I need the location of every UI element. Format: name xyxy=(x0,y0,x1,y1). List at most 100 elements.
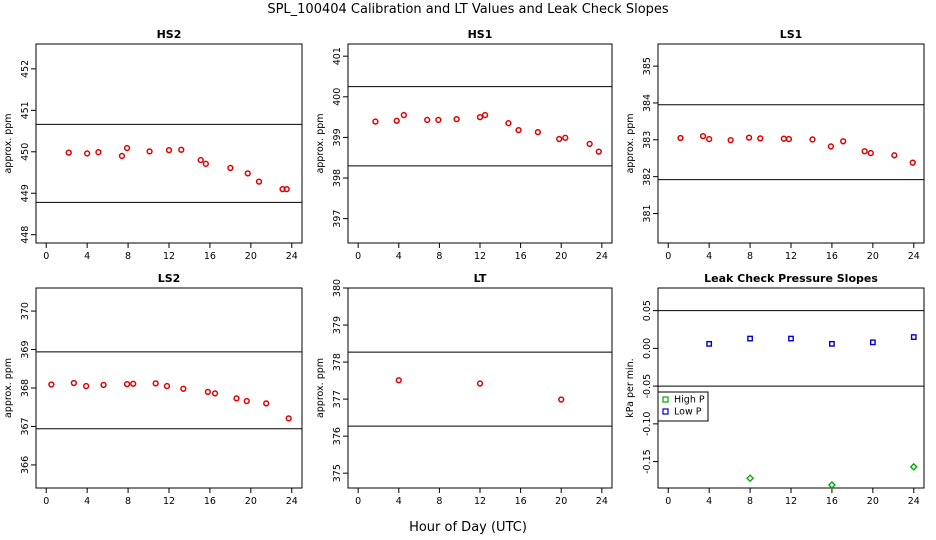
x-tick-label: 8 xyxy=(747,251,753,262)
y-tick-label: 397 xyxy=(332,210,343,228)
data-point xyxy=(372,118,379,125)
y-tick-label: 382 xyxy=(642,168,653,186)
data-point xyxy=(48,381,55,388)
y-tick-label: -0.05 xyxy=(642,374,653,399)
y-tick-label: 370 xyxy=(20,302,31,320)
data-point-low-p xyxy=(829,340,835,347)
x-tick-label: 12 xyxy=(785,251,797,262)
data-point xyxy=(84,150,91,157)
data-point xyxy=(146,148,153,155)
panel-title: HS2 xyxy=(157,28,182,41)
y-tick-label: 398 xyxy=(332,169,343,187)
y-tick-label: 376 xyxy=(332,427,343,445)
panel-title: LS2 xyxy=(158,272,181,285)
chart-panel-6: Leak Check Pressure Slopes 0 4 8 12 16 20 24 -0.… xyxy=(625,272,925,507)
data-point-high-p xyxy=(746,474,755,483)
y-tick-label: 384 xyxy=(642,94,653,112)
data-point xyxy=(233,395,240,402)
x-tick-label: 20 xyxy=(245,251,257,262)
x-tick-label: 24 xyxy=(286,496,298,507)
data-point-low-p xyxy=(910,334,917,340)
y-tick-label: 366 xyxy=(20,456,31,474)
data-point xyxy=(476,380,484,387)
x-tick-label: 24 xyxy=(908,251,920,262)
chart-panel-5: LT 0 4 8 12 16 20 24 375 376 377 378 379 380 approx. p… xyxy=(315,272,613,507)
y-tick-label: 381 xyxy=(642,204,653,222)
x-tick-label: 12 xyxy=(163,251,175,262)
y-tick-label: 367 xyxy=(20,417,31,435)
plot-frame xyxy=(657,43,925,244)
data-point xyxy=(515,126,522,134)
y-tick-label: 377 xyxy=(332,390,343,408)
x-tick-label: 8 xyxy=(436,251,442,262)
data-point xyxy=(780,135,787,142)
data-point xyxy=(283,185,290,193)
data-point xyxy=(785,135,793,143)
data-point xyxy=(809,136,816,143)
x-axis-label: Hour of Day (UTC) xyxy=(409,520,527,535)
data-point-low-p xyxy=(706,340,713,347)
data-point xyxy=(243,397,250,405)
panel-title: LS1 xyxy=(780,28,803,41)
data-point xyxy=(435,116,442,124)
y-tick-label: -0.15 xyxy=(642,449,653,474)
data-point xyxy=(70,379,78,387)
y-axis-label: approx. ppm xyxy=(315,113,326,173)
y-axis-label: approx. ppm xyxy=(625,113,636,173)
data-point xyxy=(534,128,542,136)
data-point xyxy=(244,170,251,177)
data-point xyxy=(562,134,569,141)
plot-frame xyxy=(35,43,303,244)
data-point xyxy=(263,400,270,407)
data-point xyxy=(699,132,707,140)
y-tick-label: 375 xyxy=(332,464,343,482)
data-point xyxy=(255,178,263,185)
data-point xyxy=(453,115,460,123)
legend-marker-low-p xyxy=(662,408,669,415)
data-point xyxy=(152,380,159,387)
y-axis-label: kPa per min. xyxy=(625,358,636,417)
data-point xyxy=(82,382,90,390)
x-tick-label: 0 xyxy=(665,496,671,507)
data-point xyxy=(197,156,204,164)
x-tick-label: 16 xyxy=(826,251,838,262)
x-tick-label: 4 xyxy=(706,496,712,507)
data-point xyxy=(202,160,209,167)
data-point-low-p xyxy=(747,335,753,342)
x-tick-label: 4 xyxy=(84,496,90,507)
data-point xyxy=(180,385,187,392)
data-point xyxy=(178,146,185,153)
y-tick-label: 378 xyxy=(332,353,343,371)
x-tick-label: 8 xyxy=(436,496,442,507)
x-tick-label: 16 xyxy=(515,251,527,262)
data-point xyxy=(677,134,684,142)
data-point xyxy=(558,396,565,403)
x-tick-label: 0 xyxy=(43,496,49,507)
x-tick-label: 16 xyxy=(204,496,216,507)
data-point xyxy=(840,138,847,145)
data-point xyxy=(727,137,734,144)
y-tick-label: 399 xyxy=(332,128,343,146)
data-point xyxy=(909,159,916,166)
y-axis-label: approx. ppm xyxy=(315,358,326,418)
x-tick-label: 8 xyxy=(125,251,131,262)
y-tick-label: 400 xyxy=(332,88,343,106)
y-tick-label: 0.05 xyxy=(642,300,653,321)
x-tick-label: 4 xyxy=(396,251,402,262)
data-point xyxy=(757,135,764,142)
data-point xyxy=(706,135,713,143)
data-point-low-p xyxy=(788,335,794,342)
y-tick-label: 452 xyxy=(20,60,31,78)
y-tick-label: 368 xyxy=(20,379,31,397)
x-tick-label: 20 xyxy=(555,251,567,262)
x-tick-label: 4 xyxy=(706,251,712,262)
data-point xyxy=(165,146,173,154)
data-point xyxy=(204,388,212,395)
data-point xyxy=(891,152,898,159)
legend-label: High P xyxy=(674,395,705,406)
data-point xyxy=(95,149,102,156)
data-point xyxy=(595,148,602,155)
data-point-low-p xyxy=(869,339,876,346)
data-point xyxy=(130,380,137,387)
